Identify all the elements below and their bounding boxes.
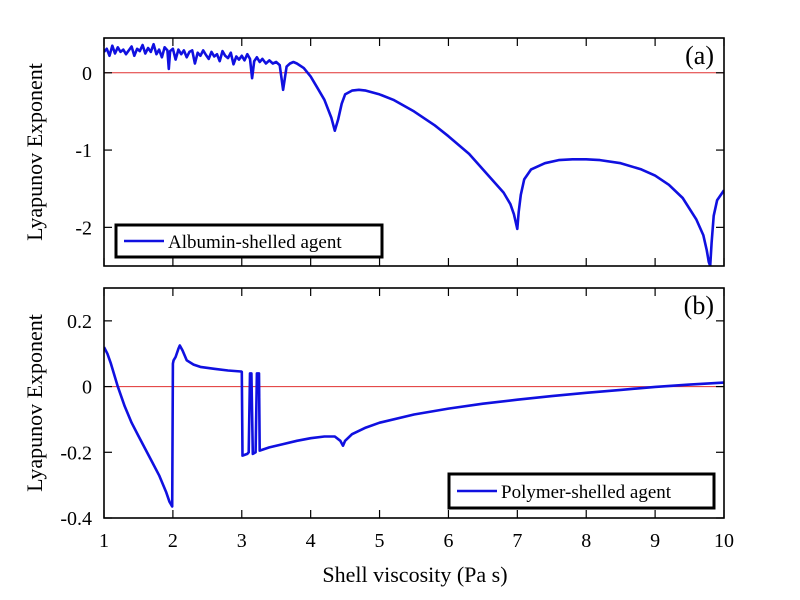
panel-b: 1 2 3 4 5 6 7 8 9 10 -0.4 -0.2 0 0.2 Lyapunov Exponent… (22, 287, 734, 552)
legend: Albumin-shelled agent (114, 223, 384, 259)
x-tick-label: 4 (306, 530, 316, 552)
y-tick-label: 0 (82, 63, 92, 85)
y-tick-label: -0.4 (60, 508, 92, 530)
series-line-polymer (104, 344, 724, 508)
y-tick-label: -0.2 (60, 442, 92, 464)
x-tick-label: 8 (581, 530, 591, 552)
x-tick-label: 3 (237, 530, 247, 552)
x-tick-label: 9 (650, 530, 660, 552)
x-tick-label: 2 (168, 530, 178, 552)
legend-entry: Albumin-shelled agent (168, 232, 342, 253)
legend-entry: Polymer-shelled agent (501, 482, 672, 503)
x-tick-label: 5 (375, 530, 385, 552)
legend: Polymer-shelled agent (447, 472, 716, 510)
panel-a: -2 -1 0 Lyapunov Exponent (a) Albumin-shelled… (22, 37, 725, 267)
y-tick-label: -1 (75, 140, 92, 162)
axes-box (103, 287, 725, 519)
y-axis-label: Lyapunov Exponent (22, 63, 47, 241)
y-tick-label: -2 (75, 217, 92, 239)
legend-box (114, 223, 384, 259)
axes-box (103, 37, 725, 267)
x-tick-label: 7 (512, 530, 522, 552)
x-tick-label: 6 (443, 530, 453, 552)
y-tick-label: 0.2 (67, 311, 92, 333)
x-tick-label: 10 (714, 530, 734, 552)
x-tick-label: 1 (99, 530, 109, 552)
y-tick-label: 0 (82, 377, 92, 399)
series-line-albumin (104, 42, 724, 266)
panel-label: (b) (684, 291, 714, 320)
y-axis-label: Lyapunov Exponent (22, 314, 47, 492)
panel-label: (a) (685, 41, 714, 70)
x-axis-label: Shell viscosity (Pa s) (322, 562, 507, 587)
